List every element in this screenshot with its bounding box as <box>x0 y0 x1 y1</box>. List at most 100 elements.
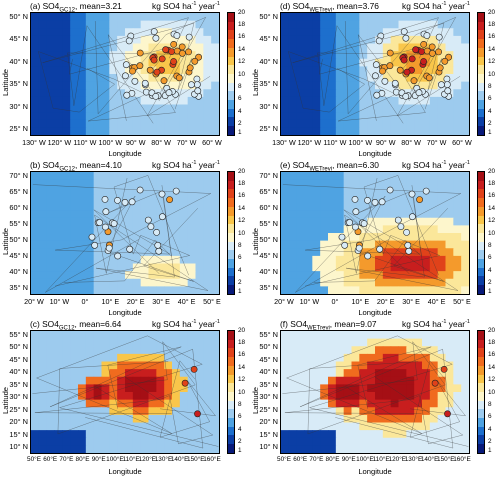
grid-cell <box>390 66 399 75</box>
grid-cell <box>31 127 40 135</box>
grid-cell <box>390 422 399 431</box>
colorbar-tick: 2 <box>238 120 242 128</box>
grid-cell <box>140 430 149 439</box>
grid-cell <box>46 217 55 226</box>
grid-cell <box>312 414 321 424</box>
grid-cell <box>453 430 462 439</box>
grid-cell <box>296 104 305 113</box>
grid-cell <box>109 286 118 294</box>
station-marker <box>443 75 451 83</box>
grid-cell <box>422 210 431 219</box>
grid-cell <box>187 96 196 106</box>
colorbar-tick: 8 <box>238 400 242 408</box>
colorbar-tick: 18 <box>238 179 246 187</box>
grid-cell <box>367 240 376 249</box>
grid-cell <box>312 74 321 83</box>
grid-cell <box>414 35 423 45</box>
grid-cell <box>382 286 392 294</box>
grid-cell <box>187 286 196 294</box>
grid-cell <box>140 51 149 60</box>
grid-cell <box>414 119 423 128</box>
grid-cell <box>335 13 345 22</box>
grid-cell <box>109 353 118 363</box>
grid-cell <box>437 217 446 226</box>
grid-cell <box>359 331 368 340</box>
station-marker <box>404 241 412 249</box>
units-label: kg SO4 ha-1 year-1 <box>402 319 470 329</box>
grid-cell <box>164 28 173 37</box>
grid-cell <box>343 51 352 60</box>
grid-cell <box>179 346 189 355</box>
grid-cell <box>31 58 40 67</box>
colorbar-tick: 1 <box>238 447 242 454</box>
grid-cell <box>414 445 423 453</box>
station-marker <box>105 244 113 252</box>
grid-cell <box>445 187 454 196</box>
grid-cell <box>156 233 165 242</box>
grid-cell <box>390 172 399 181</box>
station-marker <box>153 68 161 76</box>
grid-cell <box>172 399 181 408</box>
grid-cell <box>422 384 431 393</box>
grid-cell <box>382 233 392 242</box>
colorbar-swatch <box>478 117 484 127</box>
grid-cell <box>109 414 118 424</box>
grid-cell <box>31 437 40 446</box>
grid-cell <box>453 51 462 60</box>
grid-cell <box>70 346 79 355</box>
grid-cell <box>351 66 360 75</box>
grid-cell <box>453 104 462 113</box>
grid-cell <box>62 353 71 363</box>
grid-cell <box>156 225 165 234</box>
colorbar-swatch <box>478 47 484 57</box>
grid-cell <box>453 187 462 196</box>
grid-cell <box>328 248 337 257</box>
grid-cell <box>46 248 55 257</box>
lon-tick-label: 90° W <box>375 138 396 147</box>
grid-cell <box>445 361 454 370</box>
grid-cell <box>62 66 71 75</box>
grid-cell <box>172 407 181 416</box>
units-year: year <box>446 160 466 170</box>
grid-cell <box>422 422 431 431</box>
grid-cell <box>31 28 40 37</box>
colorbar-swatch <box>228 73 234 83</box>
colorbar-tick: 8 <box>238 82 242 90</box>
grid-cell <box>46 437 55 446</box>
colorbar-tick: 20 <box>238 326 246 334</box>
grid-cell <box>195 202 204 211</box>
grid-cell <box>422 13 431 22</box>
grid-cell <box>31 172 40 181</box>
grid-cell <box>281 346 290 355</box>
station-marker <box>351 195 359 203</box>
colorbar-swatch <box>478 435 484 445</box>
grid-cell <box>398 35 407 45</box>
grid-cell <box>390 437 399 446</box>
grid-cell <box>359 66 368 75</box>
colorbar-swatch <box>228 82 234 92</box>
grid-cell <box>70 240 79 249</box>
station-marker <box>123 91 131 99</box>
grid-cell <box>281 422 290 431</box>
grid-cell <box>172 353 181 363</box>
grid-cell <box>304 119 313 128</box>
grid-cell <box>437 331 446 340</box>
grid-cell <box>359 430 368 439</box>
title-prefix: (e) SO4 <box>280 160 310 170</box>
grid-cell <box>320 127 329 135</box>
grid-cell <box>296 96 305 106</box>
grid-cell <box>101 384 110 393</box>
grid-cell <box>429 422 439 431</box>
grid-cell <box>406 233 415 242</box>
grid-cell <box>117 233 126 242</box>
grid-cell <box>179 104 189 113</box>
grid-cell <box>453 399 462 408</box>
grid-cell <box>125 112 134 121</box>
grid-cell <box>101 187 110 196</box>
grid-cell <box>429 338 439 347</box>
grid-cell <box>281 66 290 75</box>
grid-cell <box>195 376 204 385</box>
grid-cell <box>156 81 165 90</box>
panel-title: (c) SO4GC12, mean=6.64 <box>30 319 121 332</box>
grid-cell <box>132 407 142 416</box>
